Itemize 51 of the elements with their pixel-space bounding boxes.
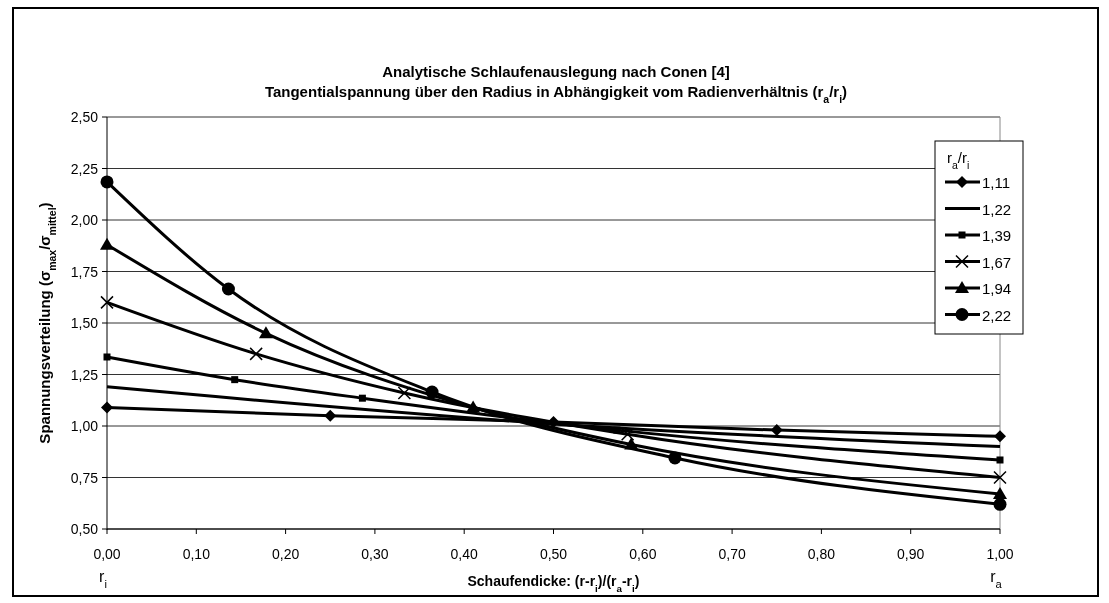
point bbox=[100, 175, 114, 189]
point bbox=[103, 353, 111, 361]
legend-label: 1,22 bbox=[982, 200, 1012, 218]
point bbox=[358, 394, 366, 402]
point bbox=[231, 376, 239, 384]
point bbox=[324, 409, 337, 422]
text: r$_{i}$ bbox=[99, 568, 107, 590]
point bbox=[993, 486, 1007, 499]
y-tick-label: 1,25 bbox=[70, 366, 99, 383]
y-tick-label: 0,75 bbox=[70, 469, 99, 486]
legend-label: 1,11 bbox=[982, 174, 1011, 191]
point bbox=[101, 401, 113, 414]
x-tick-label: 1,00 bbox=[986, 546, 1014, 562]
point bbox=[993, 470, 1007, 485]
chart-subtitle: Tangentialspannung über den Radius in Abhängigkeit vom Radienverhältnis (r$_{a}$/r$_{i}$) bbox=[264, 83, 848, 105]
y-tick-label: 2,50 bbox=[70, 109, 99, 125]
legend-label: 2,22 bbox=[982, 306, 1012, 324]
y-tick-label: 2,00 bbox=[70, 212, 99, 228]
point bbox=[258, 326, 273, 339]
x-tick-label: 0,00 bbox=[93, 546, 121, 562]
x-tick-label: 0,20 bbox=[271, 546, 300, 562]
text: r$_{a}$ bbox=[990, 568, 1003, 590]
x-tick-label: 0,80 bbox=[807, 546, 836, 562]
x-tick-label: 0,40 bbox=[450, 546, 479, 562]
chart-title: Analytische Schlaufenauslegung nach Conen [4] bbox=[382, 63, 730, 80]
x-tick-label: 0,60 bbox=[629, 546, 657, 562]
legend-title: r$_{a}$/r$_{i}$ bbox=[947, 149, 970, 171]
x-tick-label: 0,70 bbox=[718, 546, 746, 562]
y-tick-label: 2,25 bbox=[70, 160, 99, 177]
point bbox=[397, 386, 412, 400]
legend-label: 1,39 bbox=[982, 227, 1012, 244]
legend-label: 1,67 bbox=[982, 253, 1012, 271]
point bbox=[996, 456, 1004, 464]
point bbox=[425, 385, 439, 399]
y-tick-label: 0,50 bbox=[70, 521, 99, 537]
point bbox=[249, 347, 263, 361]
point bbox=[221, 282, 235, 296]
x-tick-label: 0,10 bbox=[182, 546, 211, 562]
x-tick-label: 0,90 bbox=[897, 546, 925, 562]
point bbox=[100, 295, 114, 310]
point bbox=[994, 430, 1006, 443]
point bbox=[993, 497, 1007, 511]
y-tick-label: 1,50 bbox=[70, 315, 99, 331]
x-tick-label: 0,50 bbox=[539, 546, 568, 562]
x-tick-label: 0,30 bbox=[361, 546, 389, 562]
x-axis-title: Schaufendicke: (r-r$_{i}$)/(r$_{a}$-r$_{i}$) bbox=[467, 573, 640, 594]
y-tick-label: 1,75 bbox=[70, 263, 99, 280]
point bbox=[100, 237, 114, 250]
y-tick-label: 1,00 bbox=[70, 418, 99, 434]
legend-label: 1,94 bbox=[982, 280, 1012, 297]
point bbox=[668, 451, 682, 465]
